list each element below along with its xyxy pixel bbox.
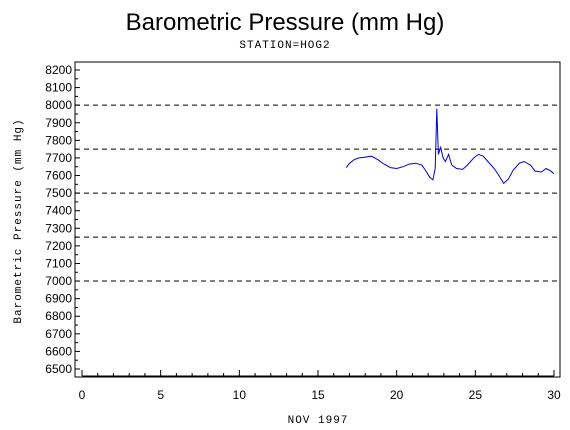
- x-tick-label: 5: [157, 388, 164, 402]
- reference-lines: [75, 104, 560, 282]
- x-tick-label: 20: [390, 388, 404, 402]
- x-tick-label: 30: [547, 388, 561, 402]
- x-tick-label: 10: [233, 388, 247, 402]
- y-tick-label: 7200: [45, 239, 72, 253]
- y-tick-label: 7600: [45, 169, 72, 183]
- y-tick-label: 6500: [45, 362, 72, 376]
- x-tick-label: 25: [469, 388, 483, 402]
- y-tick-label: 7000: [45, 274, 72, 288]
- y-tick-label: 7400: [45, 204, 72, 218]
- y-tick-label: 7300: [45, 221, 72, 235]
- x-tick-label: 0: [79, 388, 86, 402]
- y-axis-label: Barometric Pressure (mm Hg): [13, 118, 25, 323]
- y-tick-label: 6700: [45, 327, 72, 341]
- y-tick-label: 7900: [45, 116, 72, 130]
- y-tick-label: 7800: [45, 133, 72, 147]
- series-line: [345, 108, 555, 185]
- y-tick-label: 8200: [45, 63, 72, 77]
- y-tick-label: 6900: [45, 292, 72, 306]
- x-tick-label: 15: [311, 388, 325, 402]
- y-tick-label: 8000: [45, 98, 72, 112]
- y-tick-label: 6600: [45, 344, 72, 358]
- y-tick-label: 8100: [45, 81, 72, 95]
- series-group: [345, 108, 555, 185]
- chart-title: Barometric Pressure (mm Hg): [126, 9, 445, 36]
- plot-frame: [74, 61, 561, 378]
- y-tick-label: 7100: [45, 256, 72, 270]
- y-tick-label: 6800: [45, 309, 72, 323]
- y-axis: 6500 6600 6700 6800 6900 7000 7100 7200 7300 7400…: [45, 63, 80, 376]
- x-axis: 0 5 10 15 20 25 30: [79, 370, 561, 402]
- y-tick-label: 7700: [45, 151, 72, 165]
- chart-subtitle: STATION=HOG2: [239, 40, 330, 52]
- x-axis-label: NOV 1997: [288, 415, 349, 427]
- y-tick-label: 7500: [45, 186, 72, 200]
